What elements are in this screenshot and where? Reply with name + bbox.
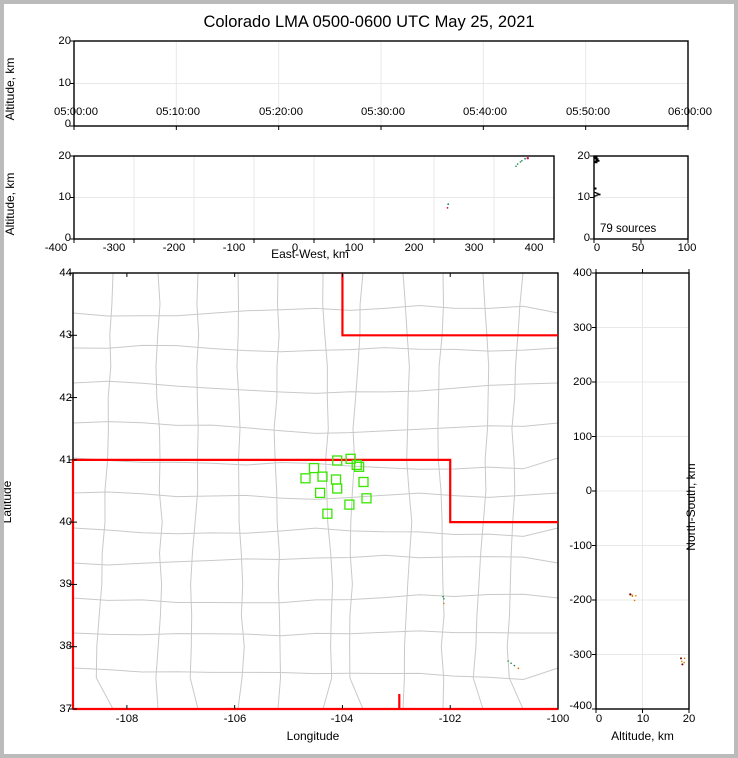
svg-text:79 sources: 79 sources <box>600 223 657 235</box>
